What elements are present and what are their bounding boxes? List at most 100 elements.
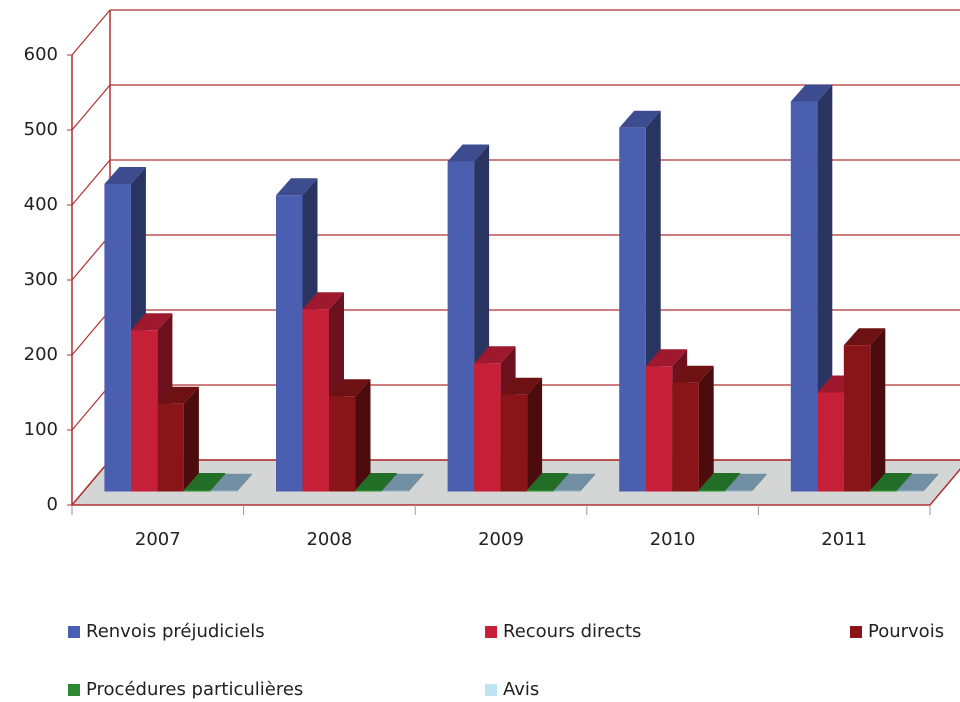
legend-label: Renvois préjudiciels (86, 621, 265, 642)
bar-side (870, 328, 886, 492)
grid-line (71, 459, 111, 506)
legend-swatch (68, 626, 80, 638)
bar-front (276, 195, 303, 492)
y-tick-label: 200 (24, 344, 58, 365)
bar (896, 473, 939, 492)
bar-front (500, 394, 528, 492)
bar-side (527, 377, 543, 492)
grid-line (71, 9, 111, 56)
bar (553, 473, 596, 492)
bar-side (236, 473, 252, 492)
bar-top (447, 144, 490, 162)
x-tick-label: 2007 (135, 529, 181, 550)
bar-top (329, 379, 371, 397)
bar-front (672, 382, 699, 492)
bar-top (210, 473, 252, 491)
bar-top (725, 473, 767, 491)
bar (500, 377, 543, 492)
bar-top (104, 167, 146, 184)
bar-top (619, 110, 661, 128)
y-tick-label: 400 (24, 194, 58, 215)
bar (329, 379, 371, 492)
bar-front (870, 490, 897, 492)
bar-top (130, 313, 173, 331)
bar-front (817, 392, 844, 492)
bar-side (355, 379, 371, 492)
grid-line (71, 309, 111, 356)
x-tick-label: 2008 (306, 529, 352, 550)
bar-front (183, 490, 211, 492)
bar-top (870, 473, 912, 490)
legend-label: Pourvois (868, 621, 944, 642)
bar-side (698, 365, 714, 492)
legend-swatch (485, 626, 497, 638)
bar-side (751, 473, 767, 492)
grid-line (71, 159, 111, 206)
x-tick-label: 2011 (821, 529, 867, 550)
legend-label: Avis (503, 679, 539, 700)
legend-label: Recours directs (503, 621, 641, 642)
bar-front (382, 490, 409, 492)
bar (447, 144, 490, 492)
bar-top (645, 349, 688, 367)
bar-front (210, 490, 237, 492)
bar (672, 365, 714, 492)
y-tick-label: 100 (24, 419, 58, 440)
bar-side (408, 473, 424, 492)
bar-top (183, 473, 226, 490)
bar-top (382, 473, 424, 491)
legend-label: Procédures particulières (86, 679, 303, 700)
legend-swatch (485, 684, 497, 696)
bar-front (130, 330, 158, 492)
bar-top (843, 328, 886, 346)
bar-front (157, 403, 184, 492)
bar-top (474, 346, 516, 364)
legend-swatch (850, 626, 862, 638)
bar-side (580, 473, 596, 492)
y-tick-label: 600 (24, 44, 58, 65)
bar-front (447, 161, 475, 492)
bar-front (474, 363, 501, 492)
legend-swatch (68, 684, 80, 696)
bar-top (672, 365, 714, 383)
x-tick-label: 2010 (650, 529, 696, 550)
bar-top (500, 377, 543, 395)
bar-front (302, 309, 329, 492)
bar-top (276, 178, 318, 196)
bar-front (896, 490, 924, 492)
bar-front (790, 101, 818, 492)
bar (157, 386, 199, 492)
bar-top (896, 473, 939, 491)
bar-front (645, 366, 673, 492)
bar-front (843, 345, 871, 492)
bar-top (527, 473, 569, 490)
grid-line (71, 234, 111, 281)
bar-top (157, 386, 199, 404)
bar-side (923, 473, 939, 492)
bar-front (355, 490, 382, 492)
bar (725, 473, 767, 492)
bar (210, 473, 252, 492)
bar-front (104, 184, 131, 492)
bar-top (790, 84, 833, 102)
bar-front (725, 490, 752, 492)
y-tick-label: 500 (24, 119, 58, 140)
y-tick-label: 0 (47, 494, 58, 515)
grid-line (71, 84, 111, 131)
bar-top (698, 473, 741, 490)
bar-front (527, 490, 554, 492)
bar-top (355, 473, 397, 490)
x-tick-label: 2009 (478, 529, 524, 550)
bar-front (698, 490, 726, 492)
bar-top (302, 292, 344, 310)
bar-front (329, 396, 356, 492)
bar-front (619, 127, 646, 492)
bar (843, 328, 886, 492)
bar-top (553, 473, 596, 491)
bar (382, 473, 424, 492)
grid-line (71, 384, 111, 431)
y-tick-label: 300 (24, 269, 58, 290)
bar-front (553, 490, 581, 492)
bar-side (183, 386, 199, 492)
